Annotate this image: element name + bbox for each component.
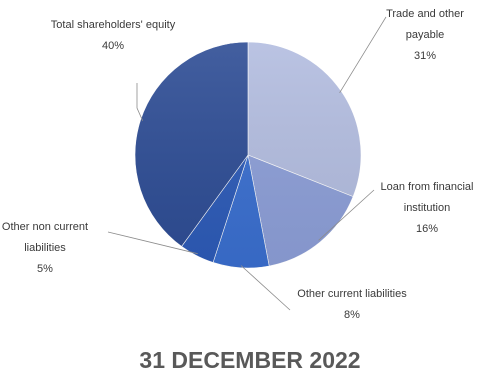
slice-name-label: Other non current bbox=[2, 221, 88, 233]
slice-name-label: Total shareholders' equity bbox=[51, 19, 176, 31]
slice-name-label: payable bbox=[406, 29, 445, 41]
slice-percent-label: 5% bbox=[37, 263, 53, 275]
leader-line bbox=[318, 189, 375, 241]
leader-line bbox=[136, 83, 144, 121]
chart-title: 31 DECEMBER 2022 bbox=[139, 347, 360, 371]
slice-percent-label: 8% bbox=[344, 309, 360, 321]
slice-name-label: liabilities bbox=[24, 242, 66, 254]
leader-line bbox=[240, 265, 291, 311]
slice-percent-label: 31% bbox=[414, 50, 436, 62]
slice-labels: Trade and other payable 31% Loan from finan… bbox=[2, 8, 474, 321]
slice-name-label: institution bbox=[404, 202, 450, 214]
leader-line bbox=[107, 231, 198, 255]
slice-name-label: Other current liabilities bbox=[297, 288, 407, 300]
slice-name-label: Trade and other bbox=[386, 8, 464, 20]
slice-name-label: Loan from financial bbox=[381, 181, 474, 193]
pie-gloss bbox=[135, 42, 361, 268]
slice-percent-label: 16% bbox=[416, 223, 438, 235]
leader-lines bbox=[107, 16, 387, 311]
slice-percent-label: 40% bbox=[102, 40, 124, 52]
pie-slices bbox=[134, 41, 362, 269]
leader-line bbox=[339, 16, 387, 94]
